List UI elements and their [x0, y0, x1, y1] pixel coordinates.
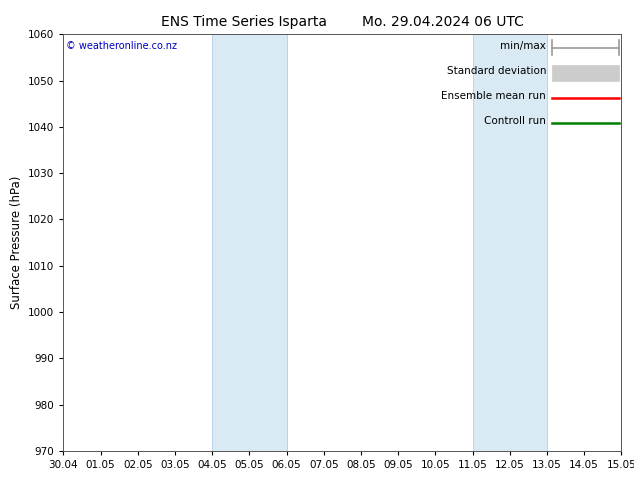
Text: Controll run: Controll run [484, 116, 546, 125]
Title: ENS Time Series Isparta        Mo. 29.04.2024 06 UTC: ENS Time Series Isparta Mo. 29.04.2024 0… [161, 15, 524, 29]
Bar [212, 34, 287, 451]
Bar [472, 34, 547, 451]
Text: min/max: min/max [500, 41, 546, 50]
Text: © weatheronline.co.nz: © weatheronline.co.nz [66, 41, 177, 50]
Bar [552, 65, 619, 80]
Text: Ensemble mean run: Ensemble mean run [441, 91, 546, 100]
Text: Standard deviation: Standard deviation [446, 66, 546, 75]
Y-axis label: Surface Pressure (hPa): Surface Pressure (hPa) [10, 176, 23, 309]
